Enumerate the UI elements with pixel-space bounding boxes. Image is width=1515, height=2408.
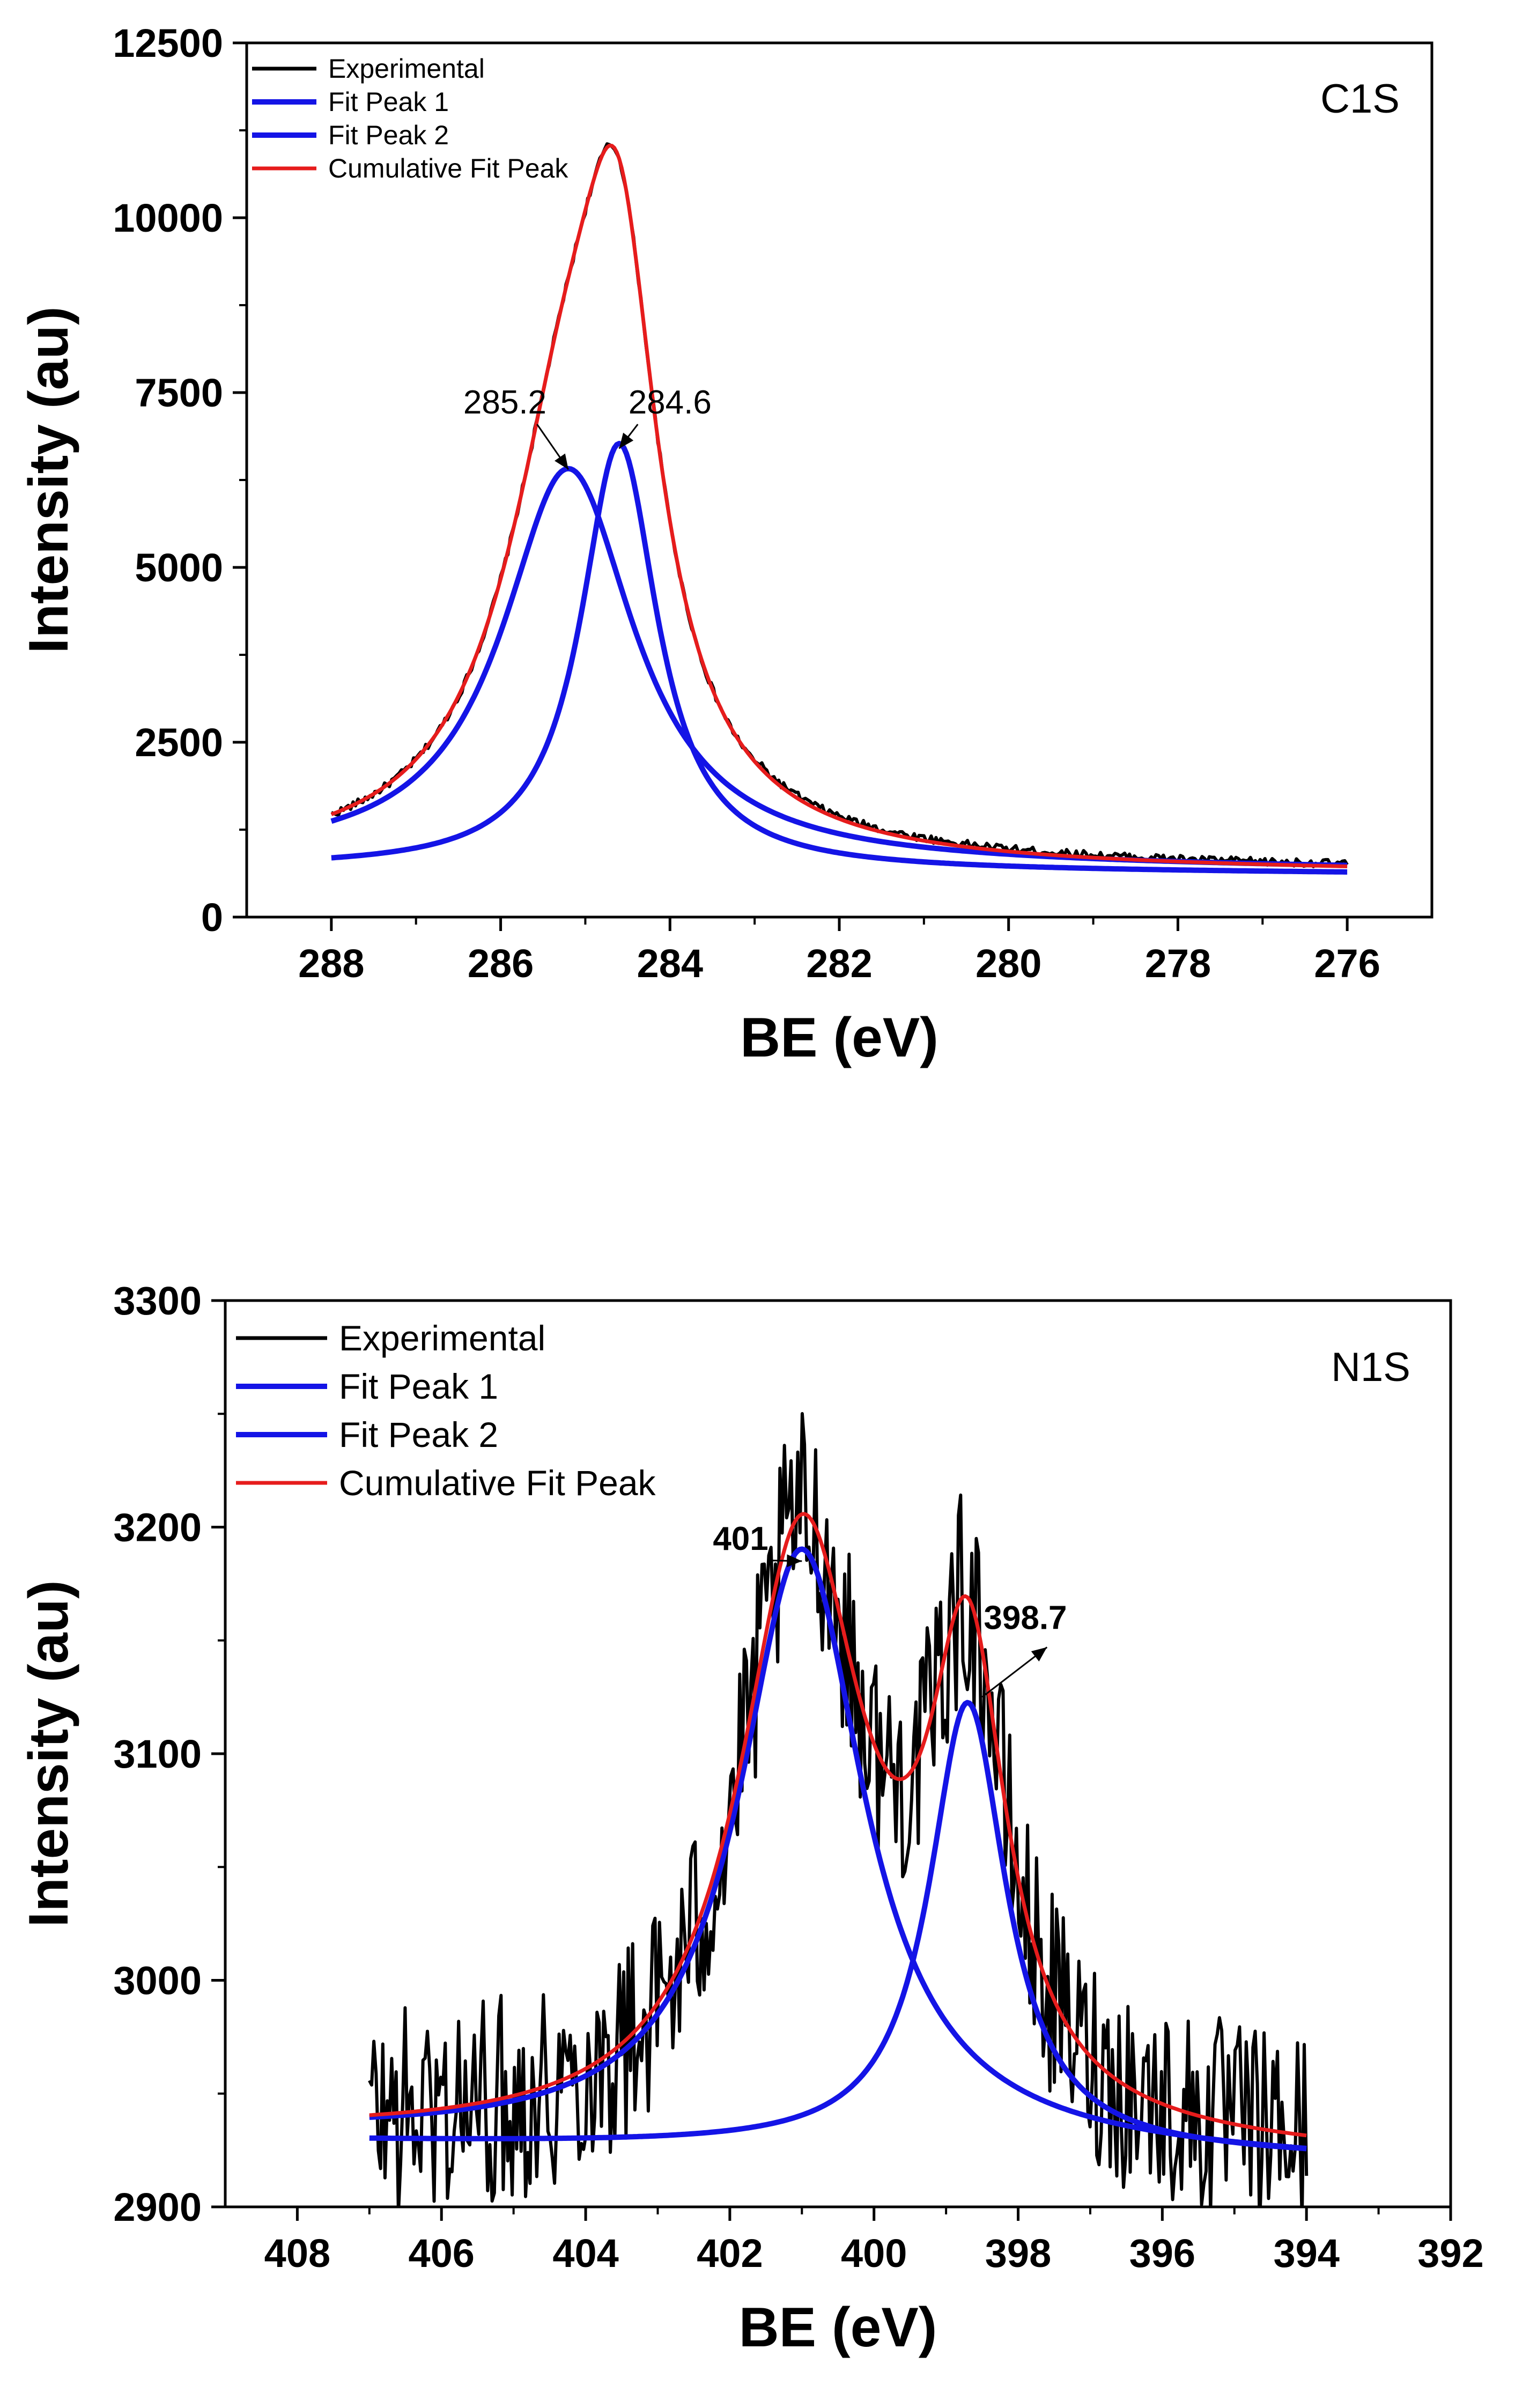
- x-tick-label: 408: [264, 2231, 330, 2276]
- legend-item-experimental: Experimental: [236, 1318, 545, 1358]
- legend-item-fit-peak-2: Fit Peak 2: [236, 1415, 498, 1454]
- y-axis-title: Intensity (au): [18, 1580, 80, 1927]
- x-tick-label: 402: [697, 2231, 763, 2276]
- legend-label: Fit Peak 1: [339, 1366, 498, 1406]
- y-tick-label: 2900: [113, 2185, 202, 2229]
- legend-label: Cumulative Fit Peak: [328, 153, 568, 183]
- x-tick-label: 404: [552, 2231, 618, 2276]
- legend-label: Fit Peak 1: [328, 87, 449, 117]
- plot-area: [368, 1412, 1309, 2207]
- annotation-398-7: 398.7: [981, 1600, 1067, 1698]
- legend-label: Fit Peak 2: [328, 120, 449, 150]
- panel-label: C1S: [1320, 76, 1400, 122]
- y-tick-label: 3100: [113, 1732, 202, 1776]
- legend-label: Cumulative Fit Peak: [339, 1463, 656, 1503]
- y-tick-label: 3300: [113, 1279, 202, 1323]
- legend-item-cumulative-fit-peak: Cumulative Fit Peak: [236, 1463, 656, 1503]
- y-tick-label: 7500: [135, 371, 223, 415]
- annotation-arrowhead: [619, 432, 634, 449]
- x-tick-label: 282: [806, 941, 872, 986]
- series-fit-peak-1-line: [369, 1546, 1307, 2151]
- legend-label: Experimental: [339, 1318, 545, 1358]
- x-tick-label: 396: [1129, 2231, 1195, 2276]
- legend-item-cumulative-fit-peak: Cumulative Fit Peak: [252, 153, 568, 183]
- y-tick-label: 10000: [113, 196, 223, 240]
- y-tick-label: 3200: [113, 1505, 202, 1550]
- legend: Experimental Fit Peak 1 Fit Peak 2 Cumulati…: [236, 1318, 656, 1503]
- series-fit-peak-2-line: [369, 1700, 1307, 2152]
- y-tick-label: 12500: [113, 21, 223, 65]
- series-fit-peak-1-line: [330, 466, 1348, 868]
- y-tick-label: 0: [201, 895, 223, 940]
- x-tick-label: 280: [975, 941, 1041, 986]
- series-experimental-line: [330, 142, 1349, 868]
- y-axis-title: Intensity (au): [18, 306, 80, 653]
- legend-item-fit-peak-2: Fit Peak 2: [252, 120, 449, 150]
- annotation-label: 284.6: [629, 384, 712, 421]
- x-axis-title: BE (eV): [739, 2296, 937, 2359]
- y-tick-label: 3000: [113, 1959, 202, 2003]
- panel-label: N1S: [1331, 1345, 1410, 1390]
- legend-item-experimental: Experimental: [252, 54, 485, 84]
- annotation-285-2: 285.2: [463, 384, 570, 470]
- x-tick-label: 284: [637, 941, 703, 986]
- series-cumulative-fit-line: [369, 1512, 1307, 2138]
- x-tick-label: 286: [468, 941, 534, 986]
- series-fit-peak-2-line: [331, 441, 1348, 875]
- y-tick-label: 5000: [135, 545, 223, 590]
- x-tick-label: 398: [985, 2231, 1051, 2276]
- x-tick-label: 400: [841, 2231, 907, 2276]
- y-tick-label: 2500: [135, 720, 223, 765]
- annotation-label: 398.7: [984, 1600, 1067, 1637]
- x-tick-label: 288: [298, 941, 364, 986]
- annotation-label: 285.2: [463, 384, 546, 421]
- annotation-arrowhead: [555, 453, 568, 470]
- x-tick-label: 394: [1273, 2231, 1339, 2276]
- annotation-arrowhead: [787, 1554, 802, 1568]
- legend-item-fit-peak-1: Fit Peak 1: [252, 87, 449, 117]
- x-tick-label: 276: [1314, 941, 1380, 986]
- chart-panel-n1s: 408 406 404 402 400 398 396 394 392 2900 3000 3100 3…: [18, 1279, 1484, 2359]
- legend-label: Fit Peak 2: [339, 1415, 498, 1454]
- legend-label: Experimental: [328, 54, 485, 84]
- annotation-284-6: 284.6: [618, 384, 712, 449]
- plot-area: [330, 142, 1349, 875]
- x-tick-label: 278: [1145, 941, 1211, 986]
- x-tick-label: 392: [1417, 2231, 1483, 2276]
- legend-item-fit-peak-1: Fit Peak 1: [236, 1366, 498, 1406]
- chart-panel-c1s: 288 286 284 282 280 278 276 0 2500 5000 7500 10000 1…: [18, 21, 1433, 1069]
- annotation-401: 401: [713, 1520, 802, 1568]
- x-tick-label: 406: [409, 2231, 475, 2276]
- series-cumulative-fit-line: [330, 143, 1348, 868]
- x-axis-title: BE (eV): [740, 1007, 938, 1069]
- annotation-label: 401: [713, 1520, 768, 1557]
- annotation-arrowhead: [1031, 1647, 1047, 1662]
